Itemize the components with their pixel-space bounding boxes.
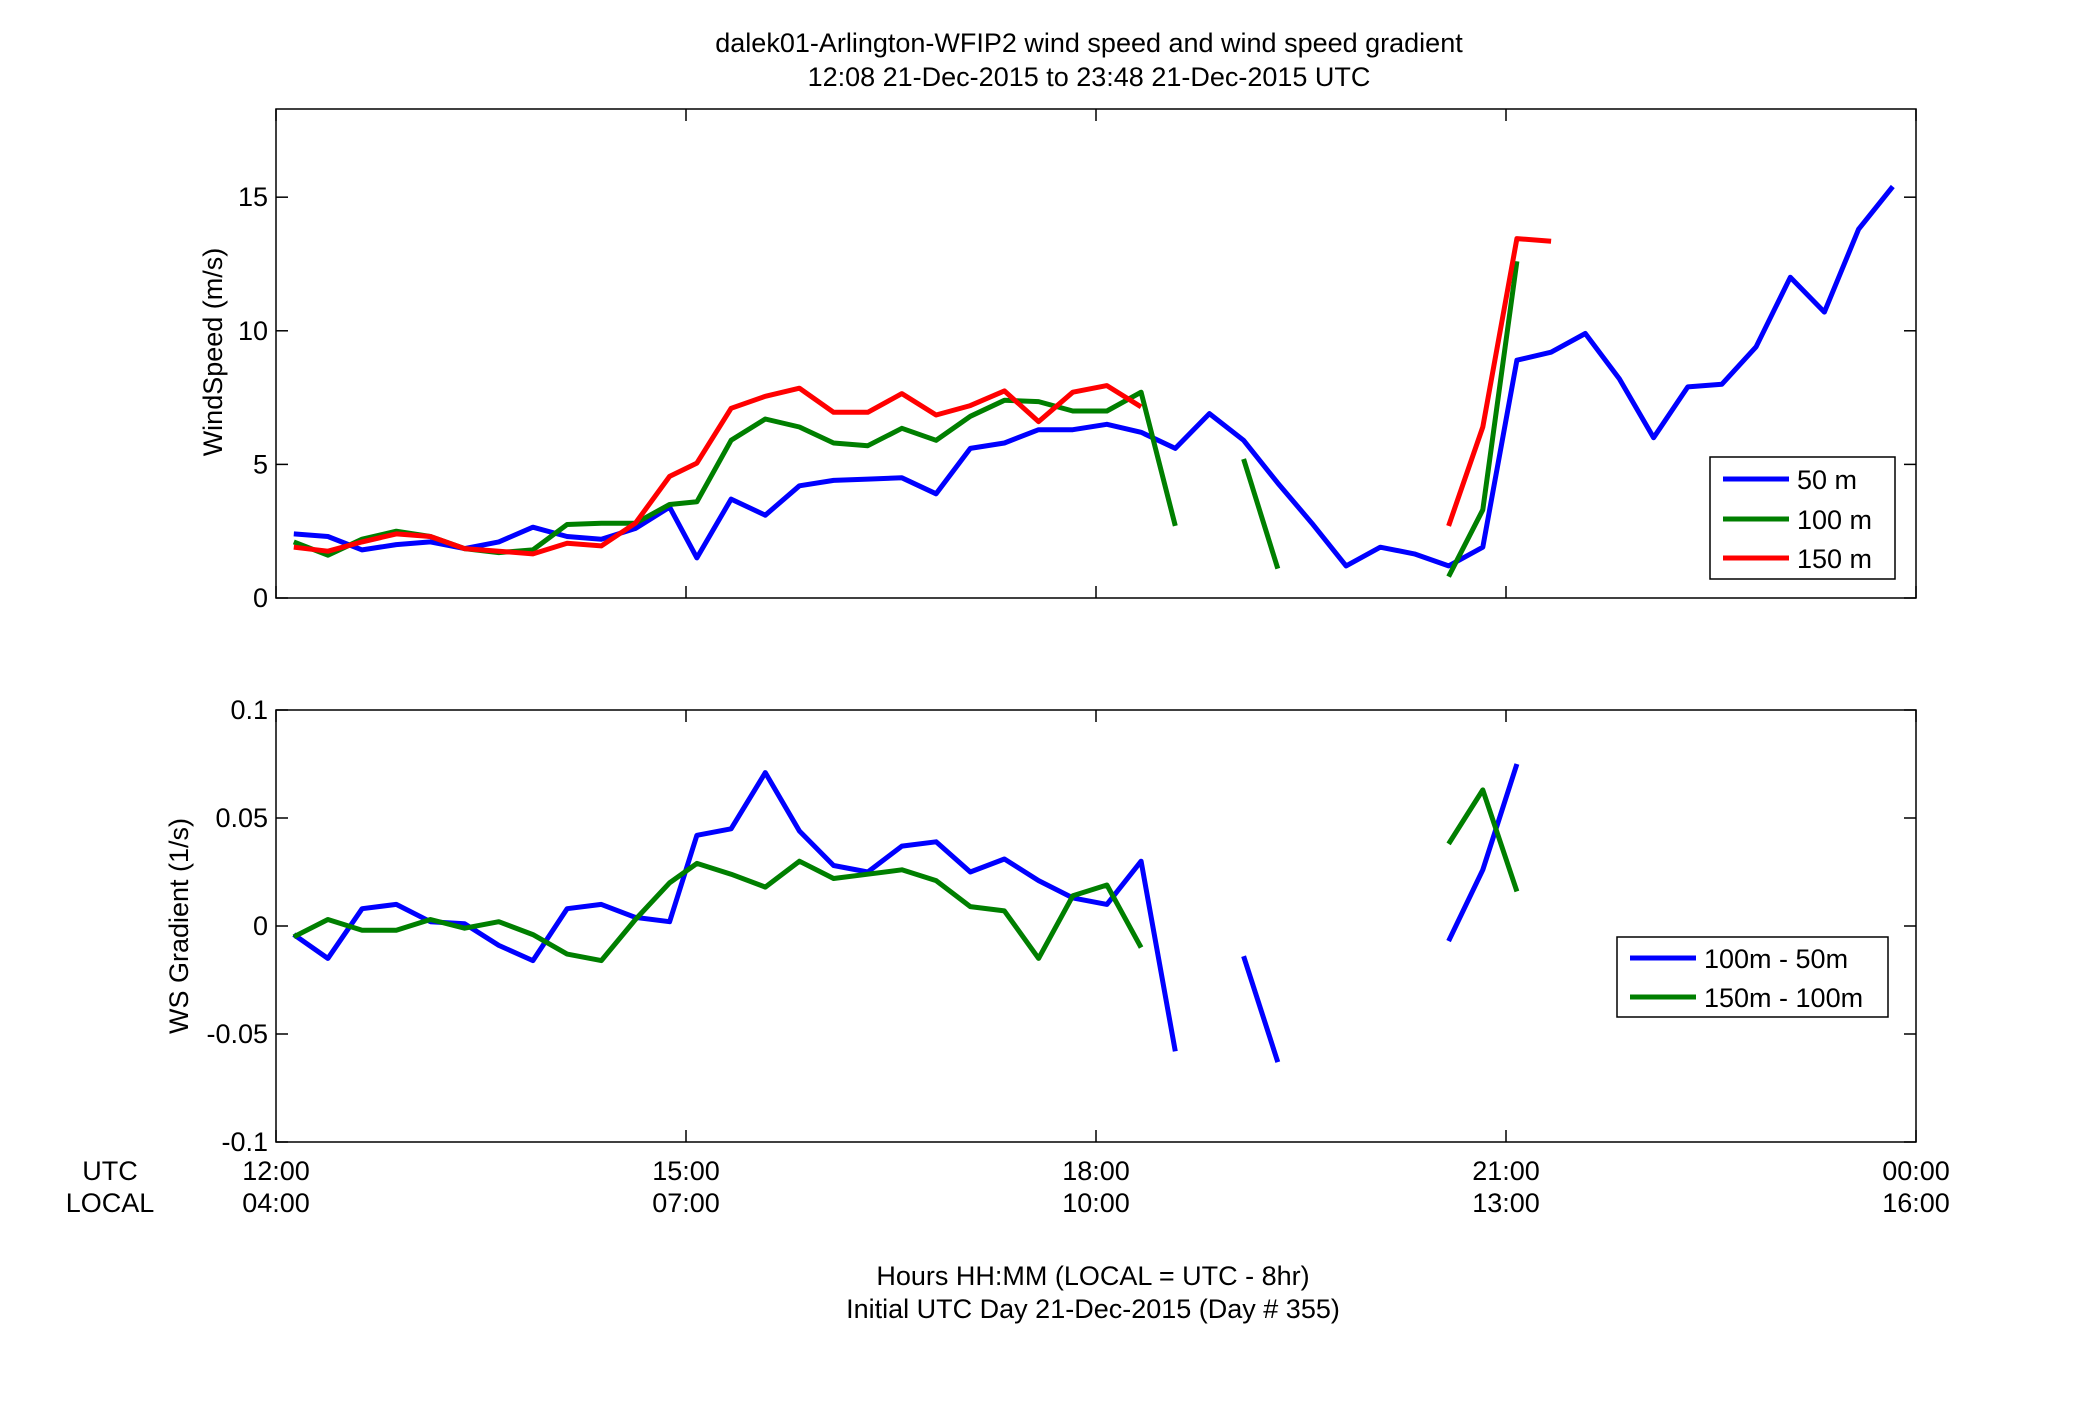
series-line-100m-50m	[1446, 763, 1520, 943]
legend-label-50m: 50 m	[1797, 465, 1857, 495]
gradient-y-ticks: -0.1 -0.05 0 0.05 0.1	[206, 695, 1916, 1157]
series-line-100m	[1241, 458, 1281, 570]
gradient-panel: -0.1 -0.05 0 0.05 0.1 WS Gradient (1/s) 100m…	[164, 695, 1917, 1157]
y-tick-label: 15	[238, 182, 268, 212]
x-tick-label-utc: 21:00	[1472, 1156, 1540, 1186]
y-tick-label: -0.1	[221, 1127, 268, 1157]
x-tick-label-utc: 12:00	[242, 1156, 310, 1186]
series-line-150m-100m	[1446, 787, 1520, 893]
gradient-x-ticks	[275, 710, 1917, 1142]
series-line-150m	[293, 383, 1143, 557]
x-axis-label-line1: Hours HH:MM (LOCAL = UTC - 8hr)	[876, 1261, 1309, 1291]
series-line-50m	[293, 184, 1895, 569]
x-tick-label-utc: 15:00	[652, 1156, 720, 1186]
windspeed-y-ticks: 0 5 10 15	[238, 182, 1916, 613]
chart-title-line2: 12:08 21-Dec-2015 to 23:48 21-Dec-2015 U…	[808, 62, 1371, 92]
windspeed-x-ticks	[275, 109, 1917, 598]
legend-label-150m-100m: 150m - 100m	[1704, 983, 1863, 1013]
legend-label-150m: 150 m	[1797, 544, 1872, 574]
x-tick-label-local: 16:00	[1882, 1188, 1950, 1218]
utc-row-label: UTC	[82, 1156, 138, 1186]
y-tick-label: 0	[253, 583, 268, 613]
windspeed-y-axis-label: WindSpeed (m/s)	[198, 248, 228, 457]
series-line-150m-100m	[292, 858, 1144, 964]
y-tick-label: 0	[253, 911, 268, 941]
y-tick-label: 5	[253, 449, 268, 479]
x-tick-label-local: 10:00	[1062, 1188, 1130, 1218]
gradient-legend: 100m - 50m 150m - 100m	[1616, 936, 1889, 1018]
gradient-series	[292, 763, 1520, 1063]
series-line-100m-50m	[1241, 955, 1281, 1063]
y-tick-label: 0.05	[215, 803, 268, 833]
x-tick-label-utc: 18:00	[1062, 1156, 1130, 1186]
local-row-label: LOCAL	[66, 1188, 155, 1218]
y-tick-label: 10	[238, 316, 268, 346]
x-tick-label-local: 13:00	[1472, 1188, 1540, 1218]
windspeed-legend: 50 m 100 m 150 m	[1709, 456, 1896, 580]
windspeed-plot-frame	[275, 108, 1917, 599]
x-tick-label-local: 07:00	[652, 1188, 720, 1218]
legend-label-100m: 100 m	[1797, 505, 1872, 535]
chart-title-line1: dalek01-Arlington-WFIP2 wind speed and w…	[715, 28, 1463, 58]
x-tick-label-local: 04:00	[242, 1188, 310, 1218]
gradient-plot-frame	[275, 709, 1917, 1143]
gradient-y-axis-label: WS Gradient (1/s)	[164, 818, 194, 1034]
x-axis-label-line2: Initial UTC Day 21-Dec-2015 (Day # 355)	[846, 1294, 1340, 1324]
x-tick-label-utc: 00:00	[1882, 1156, 1950, 1186]
y-tick-label: -0.05	[206, 1019, 268, 1049]
gradient-legend-box	[1616, 936, 1889, 1018]
series-line-150m	[1446, 236, 1552, 527]
series-line-100m	[1446, 260, 1520, 578]
legend-label-100m-50m: 100m - 50m	[1704, 944, 1848, 974]
windspeed-series	[292, 184, 1895, 578]
windspeed-panel: 0 5 10 15 WindSpeed (m/s) 50 m 100 m 150 m	[198, 108, 1917, 613]
y-tick-label: 0.1	[230, 695, 268, 725]
